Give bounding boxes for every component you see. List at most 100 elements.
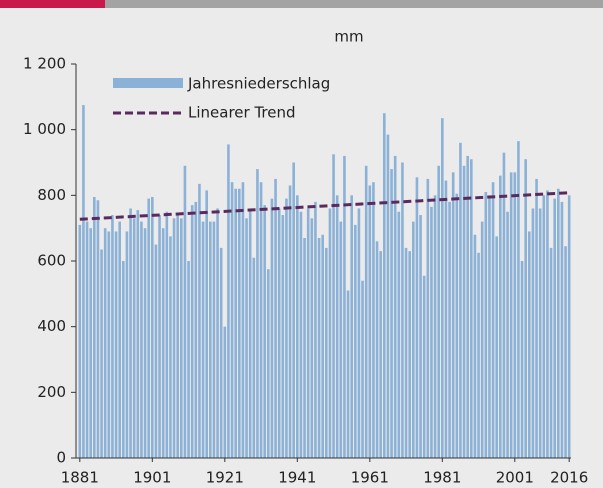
bar [223, 326, 227, 458]
bar [187, 261, 190, 458]
bar [122, 261, 125, 458]
bar [212, 221, 216, 458]
trend-line [79, 191, 570, 221]
bar [125, 231, 129, 458]
bar [470, 159, 473, 458]
bar [408, 251, 411, 458]
bar [538, 208, 542, 458]
bar [263, 205, 266, 458]
top-bar [105, 0, 603, 8]
bar [201, 221, 205, 458]
bar [397, 211, 401, 458]
bar [430, 206, 433, 458]
bar [506, 211, 509, 458]
bar [361, 280, 364, 458]
y-axis-unit: mm [334, 28, 363, 46]
bar [270, 198, 274, 458]
bar [455, 193, 459, 459]
bar [495, 236, 498, 458]
bar [216, 208, 219, 458]
bar [219, 247, 223, 458]
bar [281, 215, 285, 458]
bar [314, 201, 317, 458]
bar [78, 224, 82, 458]
bar [248, 208, 252, 458]
bar [375, 241, 379, 458]
x-tick-label: 2016 [550, 469, 588, 487]
bar [277, 208, 281, 458]
bar [393, 155, 397, 458]
bar [459, 142, 462, 459]
y-tick-label: 600 [37, 252, 66, 270]
bar [528, 231, 531, 458]
bar [158, 215, 161, 458]
x-tick-label: 2001 [496, 469, 534, 487]
x-tick-label: 1961 [351, 469, 389, 487]
y-tick-label: 0 [56, 449, 66, 467]
bar [462, 165, 466, 459]
bar [209, 221, 212, 458]
bar [422, 275, 426, 458]
bar [96, 200, 100, 458]
bar [165, 211, 169, 458]
bar [256, 169, 259, 459]
bar [549, 247, 553, 458]
bar [328, 208, 332, 458]
bar [542, 195, 546, 459]
bar [151, 196, 154, 458]
top-accent [0, 0, 105, 8]
bar [143, 228, 147, 458]
bar [441, 118, 444, 459]
bar [567, 195, 571, 459]
bar [296, 195, 299, 459]
bar [259, 182, 263, 458]
bar [306, 208, 310, 458]
bar [136, 210, 140, 458]
bar [129, 208, 132, 458]
bar [111, 215, 114, 458]
legend-swatch [113, 78, 183, 88]
bar [488, 195, 491, 459]
bar [245, 218, 248, 458]
bar [325, 247, 328, 458]
bar [140, 221, 143, 458]
bar [317, 238, 321, 458]
bar [292, 162, 295, 458]
bar [517, 141, 520, 459]
bar [502, 152, 506, 458]
bar [466, 155, 469, 458]
bar [132, 218, 136, 458]
bar [252, 257, 256, 458]
bar [426, 178, 430, 458]
bar [386, 134, 390, 458]
bar [415, 177, 419, 458]
bar [190, 205, 194, 458]
bar [412, 221, 415, 458]
bar [553, 198, 556, 458]
bar [390, 169, 393, 459]
bar [535, 178, 538, 458]
bar [419, 215, 422, 458]
bar [364, 165, 368, 459]
bar [379, 251, 382, 458]
bar [154, 244, 158, 458]
bar [480, 221, 484, 458]
bar [437, 165, 440, 459]
bar [114, 231, 118, 458]
bar [335, 195, 339, 459]
bar [564, 246, 567, 458]
legend-label: Linearer Trend [188, 104, 296, 122]
bar [484, 192, 488, 459]
y-tick-label: 1 200 [23, 55, 66, 73]
x-tick-label: 1981 [423, 469, 461, 487]
bar [180, 218, 183, 458]
bar [118, 221, 121, 458]
bar [509, 172, 513, 458]
bar [448, 201, 451, 458]
bar [499, 175, 502, 458]
bar [238, 188, 241, 458]
bar [234, 188, 237, 458]
bar [100, 249, 103, 458]
bar [357, 208, 361, 458]
